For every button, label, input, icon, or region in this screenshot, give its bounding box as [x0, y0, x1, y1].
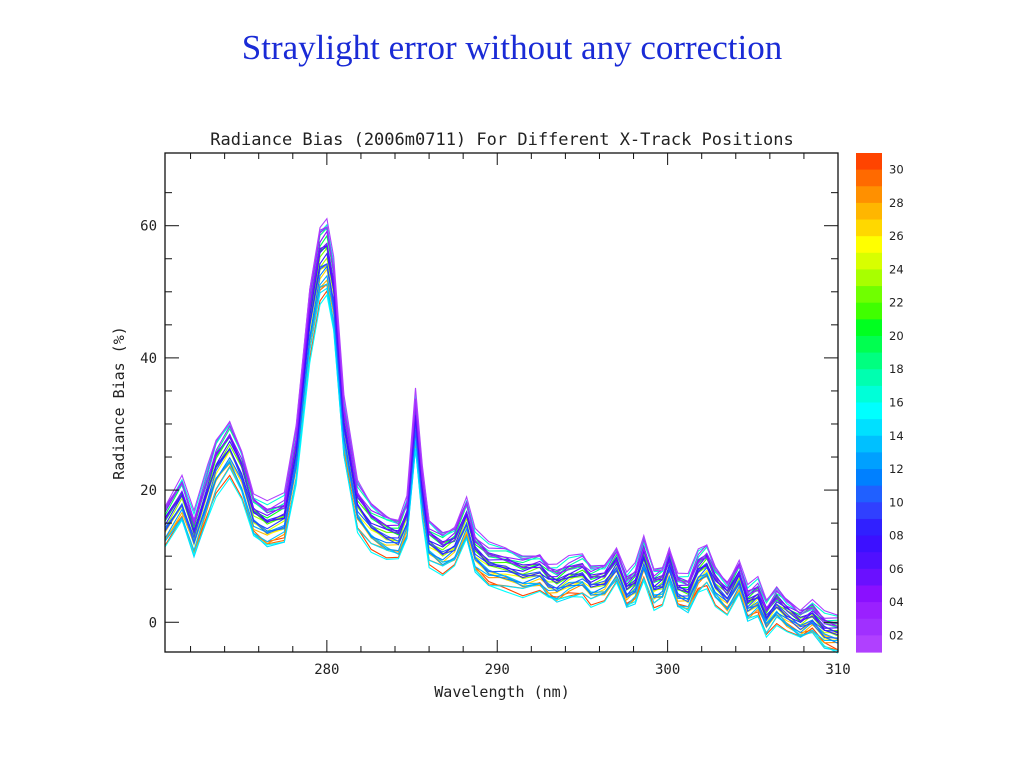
x-tick-label: 290 [485, 662, 510, 678]
x-ticks: 280 290 300 310 [190, 153, 851, 678]
colorbar-swatch [856, 518, 882, 537]
colorbar-label: 12 [889, 462, 904, 476]
series-line [164, 246, 839, 632]
colorbar-label: 26 [889, 229, 904, 243]
colorbar-swatch [856, 585, 882, 603]
colorbar-swatch [856, 452, 882, 470]
colorbar-swatch [856, 219, 882, 237]
colorbar-swatch [856, 635, 882, 653]
y-tick-label: 40 [140, 351, 157, 367]
y-tick-label: 20 [140, 483, 157, 499]
colorbar-swatch [856, 618, 882, 636]
colorbar-swatch [856, 352, 882, 370]
colorbar-swatch [856, 186, 882, 204]
x-tick-label: 310 [825, 662, 850, 678]
series-line [164, 284, 839, 644]
colorbar-label: 02 [889, 628, 904, 642]
colorbar-swatch [856, 286, 882, 304]
series-line [164, 293, 839, 654]
colorbar-label: 28 [889, 196, 904, 210]
slide-title: Straylight error without any correction [241, 28, 783, 67]
series-line [164, 225, 839, 627]
colorbar-swatch [856, 535, 882, 553]
colorbar-label: 14 [889, 429, 904, 443]
colorbar-swatch [856, 302, 882, 320]
chart-title: Radiance Bias (2006m0711) For Different … [210, 130, 793, 150]
colorbar-label: 30 [889, 163, 904, 177]
y-ticks: 0 20 40 60 [140, 192, 838, 631]
colorbar-swatch [856, 335, 882, 354]
colorbar-label: 22 [889, 296, 904, 310]
colorbar-swatch [856, 236, 882, 254]
colorbar-swatch [856, 602, 882, 620]
plot-frame [164, 152, 839, 653]
y-axis-label: Radiance Bias (%) [110, 326, 128, 480]
series-group [164, 217, 839, 654]
x-tick-label: 280 [314, 662, 339, 678]
colorbar-swatch [856, 402, 882, 420]
colorbar-label: 06 [889, 562, 904, 576]
colorbar-label: 16 [889, 396, 904, 410]
colorbar-swatch [856, 469, 882, 487]
colorbar-swatch [856, 435, 882, 453]
colorbar-swatch [856, 202, 882, 221]
colorbar-swatch [856, 153, 882, 171]
colorbar-legend: 30 28 26 24 22 20 18 16 14 12 10 08 06 04 02 [856, 153, 904, 653]
colorbar-label: 10 [889, 495, 904, 509]
y-tick-label: 60 [140, 219, 157, 235]
series-line [164, 223, 839, 617]
colorbar-swatch [856, 385, 882, 404]
series-line [164, 217, 839, 616]
colorbar-swatch [856, 169, 882, 187]
colorbar-swatch [856, 485, 882, 503]
colorbar-swatch [856, 269, 882, 287]
colorbar-label: 04 [889, 595, 904, 609]
x-tick-label: 300 [655, 662, 680, 678]
colorbar-swatch [856, 369, 882, 387]
colorbar-label: 20 [889, 329, 904, 343]
colorbar-label: 18 [889, 362, 904, 376]
colorbar-swatch [856, 502, 882, 520]
colorbar-swatch [856, 552, 882, 570]
y-tick-label: 0 [149, 615, 157, 631]
colorbar-swatch [856, 252, 882, 271]
colorbar-label: 24 [889, 262, 904, 276]
colorbar-swatch [856, 419, 882, 437]
colorbar-label: 08 [889, 529, 904, 543]
x-axis-label: Wavelength (nm) [434, 683, 569, 701]
colorbar-swatch [856, 568, 882, 587]
colorbar-swatch [856, 319, 882, 337]
